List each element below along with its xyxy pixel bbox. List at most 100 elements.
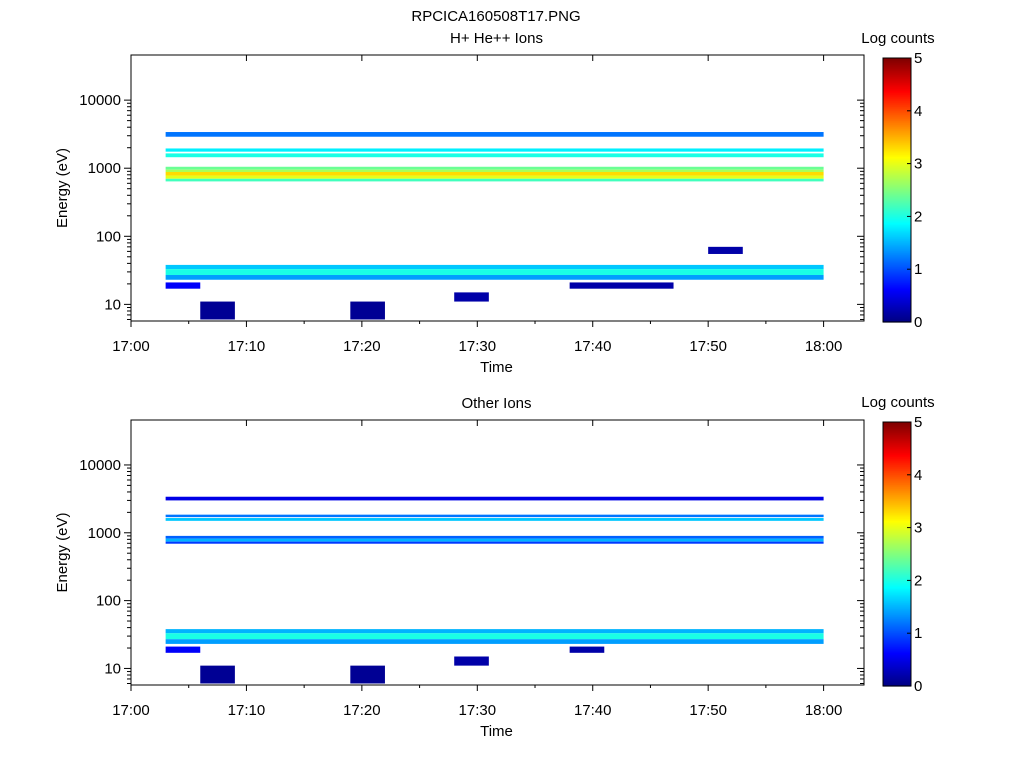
colorbar-segment <box>883 258 911 261</box>
x-tick-label: 17:20 <box>343 338 381 355</box>
colorbar-segment <box>883 124 911 127</box>
colorbar-segment <box>883 182 911 185</box>
colorbar-segment <box>883 242 911 245</box>
colorbar-segment <box>883 618 911 621</box>
colorbar-segment <box>883 468 911 471</box>
colorbar-segment <box>883 200 911 203</box>
plot-frame <box>130 419 865 686</box>
colorbar-segment <box>883 566 911 569</box>
colorbar-segment <box>883 166 911 169</box>
spectrogram-bin <box>165 514 824 518</box>
spectrogram-bin <box>165 646 201 653</box>
colorbar-segment <box>883 234 911 237</box>
colorbar-segment <box>883 188 911 191</box>
colorbar-segment <box>883 296 911 299</box>
colorbar-segment <box>883 204 911 207</box>
spectrogram-bin <box>165 169 824 172</box>
colorbar-segment <box>883 666 911 669</box>
colorbar-segment <box>883 444 911 447</box>
colorbar-segment <box>883 486 911 489</box>
colorbar-segment <box>883 494 911 497</box>
colorbar-segment <box>883 130 911 133</box>
colorbar-segment <box>883 64 911 67</box>
colorbar-segment <box>883 682 911 685</box>
colorbar-segment <box>883 144 911 147</box>
colorbar-segment <box>883 474 911 477</box>
x-tick-label: 17:10 <box>228 338 266 355</box>
colorbar-segment <box>883 616 911 619</box>
colorbar-segment <box>883 596 911 599</box>
colorbar-segment <box>883 460 911 463</box>
colorbar-segment <box>883 72 911 75</box>
colorbar-segment <box>883 172 911 175</box>
colorbar-segment <box>883 230 911 233</box>
colorbar-segment <box>883 298 911 301</box>
colorbar-segment <box>883 422 911 425</box>
y-tick-label: 10 <box>104 660 121 677</box>
colorbar-segment <box>883 448 911 451</box>
colorbar-segment <box>883 300 911 303</box>
colorbar-segment <box>883 82 911 85</box>
colorbar-segment <box>883 274 911 277</box>
colorbar-segment <box>883 676 911 679</box>
colorbar-segment <box>883 542 911 545</box>
spectrogram-bin <box>200 301 235 320</box>
colorbar-segment <box>883 628 911 631</box>
colorbar-segment <box>883 152 911 155</box>
colorbar-segment <box>883 660 911 663</box>
colorbar-segment <box>883 512 911 515</box>
colorbar-segment <box>883 538 911 541</box>
colorbar-segment <box>883 668 911 671</box>
colorbar-segment <box>883 680 911 683</box>
spectrogram-bin <box>165 629 824 634</box>
x-tick-label: 17:20 <box>343 702 381 719</box>
panel-2: 17:00 17:10 17:20 17:30 17:40 17:50 18:0010100… <box>54 394 935 740</box>
colorbar-segment <box>883 60 911 63</box>
spectrogram-bin <box>165 171 824 176</box>
colorbar-segment <box>883 562 911 565</box>
colorbar-segment <box>883 318 911 321</box>
colorbar-segment <box>883 108 911 111</box>
colorbar-segment <box>883 458 911 461</box>
colorbar-segment <box>883 86 911 89</box>
colorbar-segment <box>883 580 911 583</box>
colorbar-segment <box>883 528 911 531</box>
y-tick-label: 100 <box>96 228 121 245</box>
colorbar-tick-label: 2 <box>914 572 922 589</box>
colorbar-segment <box>883 502 911 505</box>
colorbar-segment <box>883 190 911 193</box>
colorbar-segment <box>883 80 911 83</box>
y-tick-label: 1000 <box>88 160 121 177</box>
colorbar-segment <box>883 498 911 501</box>
colorbar-segment <box>883 126 911 129</box>
colorbar-segment <box>883 670 911 673</box>
panel-1: 17:00 17:10 17:20 17:30 17:40 17:50 18:0010100… <box>54 30 935 376</box>
colorbar-segment <box>883 452 911 455</box>
colorbar-segment <box>883 186 911 189</box>
colorbar-segment <box>883 662 911 665</box>
colorbar-segment <box>883 484 911 487</box>
colorbar-segment <box>883 560 911 563</box>
colorbar-segment <box>883 536 911 539</box>
colorbar-segment <box>883 440 911 443</box>
colorbar-segment <box>883 610 911 613</box>
colorbar-segment <box>883 168 911 171</box>
colorbar-segment <box>883 284 911 287</box>
colorbar-segment <box>883 194 911 197</box>
colorbar-segment <box>883 600 911 603</box>
x-tick-label: 17:00 <box>112 702 150 719</box>
y-tick-label: 100 <box>96 593 121 610</box>
x-tick-label: 17:40 <box>574 702 612 719</box>
y-tick-label: 10000 <box>79 457 121 474</box>
colorbar-segment <box>883 114 911 117</box>
colorbar-segment <box>883 280 911 283</box>
colorbar-segment <box>883 510 911 513</box>
spectrogram-bin <box>454 656 489 666</box>
colorbar-segment <box>883 248 911 251</box>
x-tick-label: 17:30 <box>459 702 497 719</box>
colorbar-tick-label: 3 <box>914 156 922 173</box>
spectrogram-bin <box>708 246 743 254</box>
colorbar-segment <box>883 644 911 647</box>
colorbar-segment <box>883 456 911 459</box>
colorbar-segment <box>883 202 911 205</box>
